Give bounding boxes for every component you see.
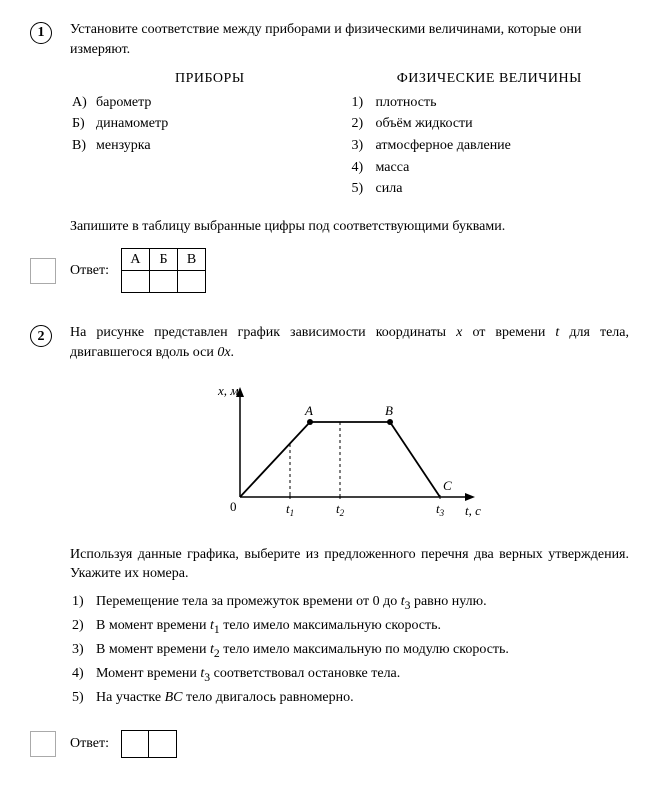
list-marker: 2) [350, 114, 376, 134]
options-instruction: Используя данные графика, выберите из пр… [70, 545, 629, 584]
list-text: объём жидкости [376, 114, 630, 134]
list-marker: А) [70, 93, 96, 113]
chart: x, м t, с 0 A B C [70, 377, 629, 527]
origin-label: 0 [230, 499, 237, 514]
question-number: 2 [30, 325, 52, 347]
question-body: Установите соответствие между приборами … [70, 20, 629, 236]
list-marker: 5) [350, 179, 376, 199]
answer-cell[interactable] [149, 730, 177, 758]
question-2: 2 На рисунке представлен график зависимо… [30, 323, 629, 717]
option-text: Момент времени t3 соответствовал останов… [96, 664, 629, 686]
options-list: 1) Перемещение тела за промежуток времен… [70, 592, 629, 708]
svg-text:t1: t1 [286, 501, 294, 518]
option-item: 5) На участке BC тело двигалось равномер… [70, 688, 629, 708]
question-prompt: Установите соответствие между приборами … [70, 20, 629, 59]
table-instruction: Запишите в таблицу выбранные цифры под с… [70, 217, 629, 237]
question-number: 1 [30, 22, 52, 44]
list-item: Б) динамометр [70, 114, 350, 134]
list-marker: 3) [350, 136, 376, 156]
table-input-cell[interactable] [177, 271, 205, 293]
option-text: В момент времени t1 тело имело максималь… [96, 616, 629, 638]
answer-label: Ответ: [70, 261, 109, 281]
list-text: барометр [96, 93, 350, 113]
answer-cell[interactable] [121, 730, 149, 758]
option-item: 3) В момент времени t2 тело имело максим… [70, 640, 629, 662]
list-text: плотность [376, 93, 630, 113]
left-column: ПРИБОРЫ А) барометр Б) динамометр В) мен… [70, 69, 350, 201]
list-item: 4) масса [350, 158, 630, 178]
svg-text:t3: t3 [436, 501, 445, 518]
point-b-label: B [385, 403, 393, 418]
table-header-cell: В [177, 249, 205, 271]
list-marker: Б) [70, 114, 96, 134]
list-marker: 1) [350, 93, 376, 113]
list-text: мензурка [96, 136, 350, 156]
list-marker: 4) [350, 158, 376, 178]
answer-input-boxes [121, 730, 177, 758]
list-item: 3) атмосферное давление [350, 136, 630, 156]
left-col-header: ПРИБОРЫ [70, 69, 350, 89]
list-item: В) мензурка [70, 136, 350, 156]
option-marker: 1) [70, 592, 96, 614]
list-item: А) барометр [70, 93, 350, 113]
score-box[interactable] [30, 258, 56, 284]
option-item: 1) Перемещение тела за промежуток времен… [70, 592, 629, 614]
list-item: 5) сила [350, 179, 630, 199]
question-1: 1 Установите соответствие между приборам… [30, 20, 629, 236]
list-text: сила [376, 179, 630, 199]
option-marker: 4) [70, 664, 96, 686]
answer-table: А Б В [121, 248, 206, 293]
list-item: 1) плотность [350, 93, 630, 113]
right-column: ФИЗИЧЕСКИЕ ВЕЛИЧИНЫ 1) плотность 2) объё… [350, 69, 630, 201]
option-text: В момент времени t2 тело имело максималь… [96, 640, 629, 662]
option-marker: 3) [70, 640, 96, 662]
score-box[interactable] [30, 731, 56, 757]
option-item: 4) Момент времени t3 соответствовал оста… [70, 664, 629, 686]
right-col-header: ФИЗИЧЕСКИЕ ВЕЛИЧИНЫ [350, 69, 630, 89]
option-text: На участке BC тело двигалось равномерно. [96, 688, 629, 708]
list-text: атмосферное давление [376, 136, 630, 156]
option-marker: 5) [70, 688, 96, 708]
list-marker: В) [70, 136, 96, 156]
graph-svg: x, м t, с 0 A B C [200, 377, 500, 527]
table-input-cell[interactable] [149, 271, 177, 293]
list-item: 2) объём жидкости [350, 114, 630, 134]
point-a-label: A [304, 403, 313, 418]
table-header-cell: А [121, 249, 149, 271]
table-input-cell[interactable] [121, 271, 149, 293]
point-c-label: C [443, 478, 452, 493]
option-marker: 2) [70, 616, 96, 638]
question-body: На рисунке представлен график зависимост… [70, 323, 629, 717]
y-axis-label: x, м [217, 383, 239, 398]
svg-text:t2: t2 [336, 501, 345, 518]
x-axis-label: t, с [465, 503, 481, 518]
answer-row-2: Ответ: [30, 730, 629, 758]
answer-row-1: Ответ: А Б В [30, 248, 629, 293]
answer-label: Ответ: [70, 734, 109, 754]
option-item: 2) В момент времени t1 тело имело максим… [70, 616, 629, 638]
matching-columns: ПРИБОРЫ А) барометр Б) динамометр В) мен… [70, 69, 629, 201]
question-prompt: На рисунке представлен график зависимост… [70, 323, 629, 362]
table-header-cell: Б [149, 249, 177, 271]
list-text: динамометр [96, 114, 350, 134]
option-text: Перемещение тела за промежуток времени о… [96, 592, 629, 614]
list-text: масса [376, 158, 630, 178]
